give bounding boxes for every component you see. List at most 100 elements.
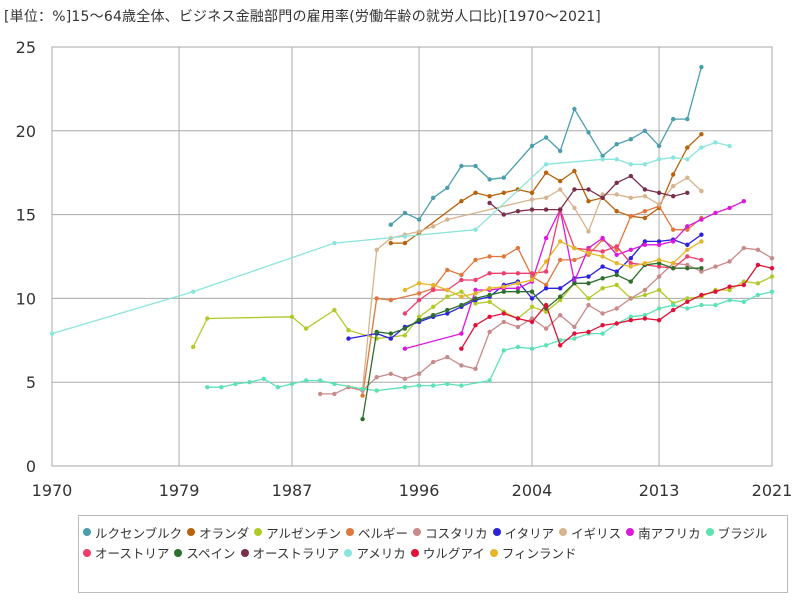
data-point (416, 371, 422, 376)
legend-label: ルクセンブルク (95, 525, 183, 541)
data-point (529, 296, 535, 301)
legend-label: オーストラリア (252, 546, 340, 561)
data-point (205, 316, 210, 321)
series-line (404, 240, 702, 298)
data-point (445, 294, 450, 299)
data-point (558, 148, 563, 154)
data-point (388, 336, 393, 341)
legend-label: イタリア (504, 525, 555, 541)
data-point (303, 378, 309, 383)
data-point (769, 256, 775, 261)
data-point (501, 212, 506, 217)
data-point (628, 279, 633, 284)
data-point (628, 214, 633, 219)
legend-marker (83, 548, 91, 557)
data-point (642, 292, 648, 298)
data-point (572, 106, 577, 112)
legend-item: コスタリカ (413, 523, 488, 542)
data-point (515, 209, 521, 214)
data-point (416, 297, 422, 303)
legend-item: ブラジル (705, 523, 768, 542)
data-point (600, 323, 605, 328)
data-point (614, 157, 619, 162)
data-point (388, 331, 393, 336)
data-point (473, 291, 478, 296)
data-point (699, 145, 704, 150)
legend-item: フィンランド (489, 543, 576, 562)
legend-marker (187, 528, 196, 536)
data-point (685, 296, 690, 301)
data-point (416, 281, 422, 286)
data-point (487, 299, 492, 304)
y-tick-label: 10 (16, 289, 36, 308)
x-tick-label: 2021 (752, 481, 793, 500)
data-point (543, 309, 549, 314)
series-line (207, 291, 773, 392)
data-point (642, 316, 648, 321)
data-point (431, 313, 436, 318)
y-tick-label: 5 (26, 373, 36, 392)
legend-label: スペイン (186, 546, 236, 561)
data-point (699, 217, 704, 222)
data-point (685, 157, 690, 162)
data-point (332, 240, 337, 246)
data-point (388, 222, 393, 227)
legend-item: 南アフリカ (626, 523, 701, 542)
data-point (572, 168, 577, 174)
data-point (431, 383, 436, 388)
data-point (445, 217, 450, 222)
y-tick-label: 25 (16, 38, 36, 57)
data-point (586, 199, 591, 204)
legend-label: アメリカ (356, 546, 406, 561)
data-point (515, 271, 521, 276)
data-point (191, 344, 196, 350)
data-point (671, 266, 676, 271)
data-point (473, 366, 478, 371)
data-point (205, 385, 210, 390)
data-point (671, 239, 676, 244)
data-point (586, 250, 591, 256)
data-point (769, 274, 775, 279)
data-point (628, 314, 633, 319)
data-point (741, 299, 746, 304)
data-point (543, 207, 549, 212)
data-point (600, 235, 605, 241)
data-point (374, 388, 379, 393)
series-12 (49, 140, 732, 336)
data-point (727, 287, 732, 293)
legend-marker (559, 528, 568, 536)
data-point (769, 289, 775, 294)
legend-marker (626, 528, 635, 536)
data-point (558, 313, 563, 318)
data-point (685, 145, 690, 150)
data-point (713, 140, 718, 145)
data-point (501, 289, 506, 294)
legend-item: イギリス (559, 523, 621, 542)
legend-marker (492, 528, 501, 536)
data-point (628, 256, 633, 261)
data-point (332, 391, 337, 397)
legend-item: ルクセンブルク (83, 523, 182, 542)
series-layer (49, 64, 775, 422)
legend-label: ブラジル (717, 525, 768, 541)
data-point (529, 143, 535, 149)
data-point (628, 162, 633, 167)
data-point (487, 329, 492, 335)
x-tick-label: 1987 (272, 481, 313, 500)
data-point (685, 299, 690, 304)
data-point (501, 319, 506, 325)
data-point (529, 271, 535, 276)
data-point (656, 264, 662, 269)
data-point (431, 282, 436, 288)
data-point (558, 257, 563, 263)
legend-item: オランダ (187, 523, 249, 542)
data-point (642, 239, 648, 244)
data-point (388, 240, 393, 246)
data-point (543, 326, 549, 331)
data-point (487, 292, 492, 298)
data-point (501, 190, 506, 195)
data-point (191, 289, 196, 294)
data-point (628, 195, 633, 200)
data-point (628, 247, 633, 252)
data-point (247, 380, 252, 385)
